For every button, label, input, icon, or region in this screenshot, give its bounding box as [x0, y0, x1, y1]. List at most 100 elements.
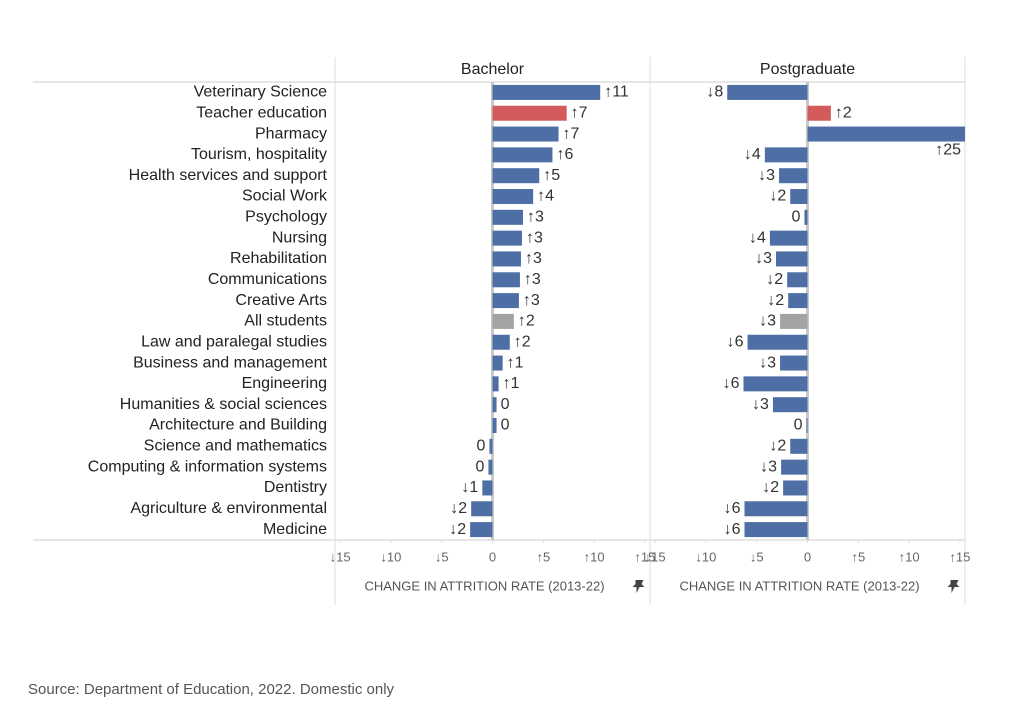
value-label: ↓2 — [762, 479, 779, 496]
bar — [488, 459, 493, 475]
category-label: Medicine — [263, 521, 327, 538]
category-label: Architecture and Building — [149, 417, 327, 434]
value-label: ↓6 — [723, 375, 740, 392]
pin-icon — [947, 580, 960, 593]
bar — [492, 105, 567, 121]
category-label: Law and paralegal studies — [141, 333, 327, 350]
value-label: ↓8 — [706, 84, 723, 101]
bar — [747, 334, 808, 350]
value-label: ↓2 — [766, 271, 783, 288]
value-label: ↓3 — [759, 354, 776, 371]
bar — [492, 209, 523, 225]
value-label: ↓6 — [727, 333, 744, 350]
bar — [780, 355, 808, 371]
bar — [804, 209, 808, 225]
x-tick-label: 0 — [804, 549, 811, 564]
value-label: ↓1 — [461, 479, 478, 496]
bar — [783, 480, 808, 496]
bar — [806, 418, 808, 433]
category-label: Communications — [208, 271, 327, 288]
value-label: ↓4 — [744, 146, 761, 163]
bar — [470, 522, 493, 538]
value-label: ↑25 — [935, 141, 961, 158]
bar — [492, 251, 521, 267]
axis-title: CHANGE IN ATTRITION RATE (2013-22) — [679, 578, 919, 593]
bar — [807, 126, 965, 142]
bar — [727, 84, 808, 100]
panel-title: Postgraduate — [760, 61, 855, 78]
category-label: Creative Arts — [235, 292, 327, 309]
value-label: ↓3 — [758, 167, 775, 184]
x-tick-label: ↓15 — [645, 549, 666, 564]
x-tick-label: ↓5 — [750, 549, 764, 564]
value-label: ↑3 — [526, 229, 543, 246]
value-label: ↑2 — [835, 104, 852, 121]
x-tick-label: ↓10 — [380, 549, 401, 564]
bar — [744, 522, 808, 538]
panel-title: Bachelor — [461, 61, 525, 78]
value-label: ↑2 — [518, 313, 535, 330]
bar — [769, 230, 808, 246]
value-label: 0 — [501, 396, 510, 413]
bar — [743, 376, 808, 392]
value-label: ↑7 — [571, 104, 588, 121]
category-label: Engineering — [242, 375, 327, 392]
bar — [790, 189, 808, 204]
x-tick-label: ↑10 — [899, 549, 920, 564]
category-label: Rehabilitation — [230, 250, 327, 267]
x-tick-label: ↑15 — [949, 549, 970, 564]
bar — [787, 272, 808, 288]
category-label: Tourism, hospitality — [191, 146, 327, 163]
value-label: ↑1 — [507, 354, 524, 371]
value-label: ↑1 — [503, 375, 520, 392]
value-label: ↓4 — [749, 229, 766, 246]
value-label: ↓2 — [769, 438, 786, 455]
value-label: ↑3 — [524, 271, 541, 288]
bar — [492, 293, 519, 309]
x-tick-label: ↑5 — [851, 549, 865, 564]
category-label: Nursing — [272, 229, 327, 246]
value-label: ↓3 — [752, 396, 769, 413]
bar — [492, 355, 503, 371]
category-label: Veterinary Science — [194, 84, 328, 101]
bar — [492, 313, 514, 329]
bar — [764, 147, 808, 163]
x-tick-label: ↑5 — [536, 549, 550, 564]
bar — [492, 376, 499, 392]
bar — [807, 105, 831, 121]
value-label: ↓3 — [759, 313, 776, 330]
bar — [790, 438, 808, 454]
value-label: 0 — [501, 417, 510, 434]
x-tick-label: ↓15 — [330, 549, 351, 564]
category-label: Humanities & social sciences — [120, 396, 327, 413]
source-note: Source: Department of Education, 2022. D… — [28, 681, 395, 698]
value-label: ↑6 — [556, 146, 573, 163]
bar — [492, 84, 601, 100]
value-label: ↑11 — [604, 84, 629, 101]
bar — [492, 272, 520, 288]
bar — [492, 147, 553, 163]
bar — [492, 418, 497, 433]
bar — [776, 251, 808, 267]
value-label: ↓2 — [449, 521, 466, 538]
bar — [492, 397, 497, 413]
category-label: All students — [244, 313, 327, 330]
axis-title: CHANGE IN ATTRITION RATE (2013-22) — [364, 578, 604, 593]
value-label: ↓2 — [450, 500, 467, 517]
value-label: ↑3 — [527, 209, 544, 226]
value-label: ↓6 — [724, 521, 741, 538]
pin-icon — [632, 580, 645, 593]
category-label: Teacher education — [196, 104, 327, 121]
category-label: Social Work — [242, 188, 328, 205]
x-tick-label: ↓10 — [695, 549, 716, 564]
bar — [772, 397, 808, 413]
bar — [744, 501, 808, 517]
bar — [482, 480, 493, 496]
bar — [779, 168, 808, 184]
value-label: 0 — [476, 458, 485, 475]
category-label: Health services and support — [129, 167, 328, 184]
category-label: Agriculture & environmental — [130, 500, 327, 517]
x-tick-label: 0 — [489, 549, 496, 564]
category-label: Business and management — [133, 354, 327, 371]
